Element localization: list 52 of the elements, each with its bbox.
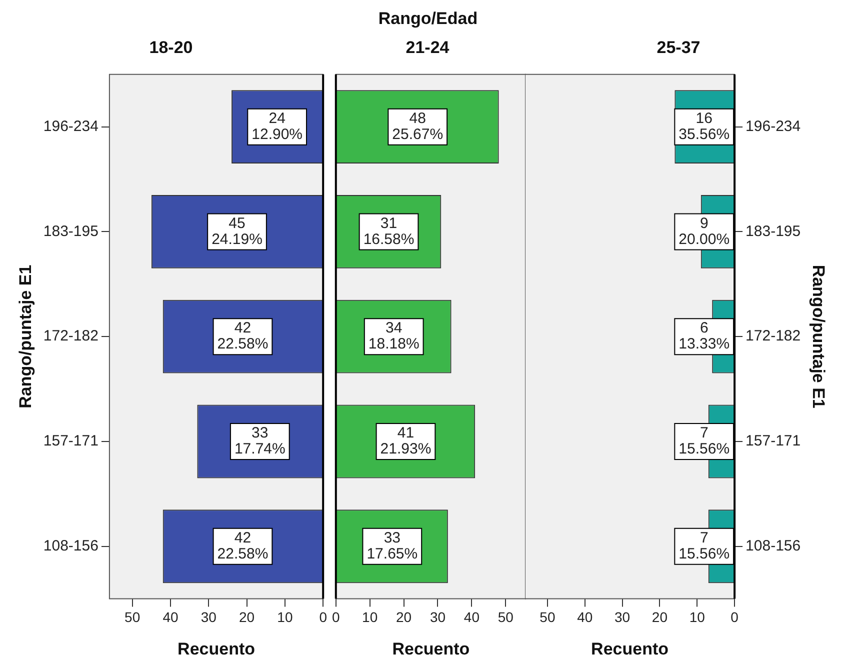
data-label: 42 22.58% [217,530,268,562]
x-tick-label: 10 [362,609,378,626]
x-axis-title: Recuento [178,639,256,658]
x-tick-label: 10 [689,609,706,626]
data-label: 34 18.18% [368,320,420,353]
y-tick-label: 183-195 [746,222,801,240]
data-label: 7 15.56% [678,530,730,562]
x-tick-label: 40 [577,609,593,626]
x-tick-label: 30 [614,609,630,626]
y-axis-title: Rango/puntaje E1 [16,264,35,408]
x-axis-title: Recuento [392,639,470,658]
y-tick-label: 157-171 [746,432,801,450]
data-label: 6 13.33% [678,320,730,353]
chart-subtitle: 21-24 [406,38,450,57]
data-label: 41 21.93% [380,424,432,458]
data-label: 9 20.00% [678,214,730,248]
x-tick-label: 20 [239,609,255,626]
x-tick-label: 30 [200,609,217,626]
x-tick-label: 0 [730,609,739,626]
y-tick-label: 108-156 [43,538,98,554]
y-tick-label: 196-234 [746,118,801,135]
x-tick-label: 40 [464,609,480,626]
x-tick-label: 40 [162,609,178,626]
y-tick-label: 157-171 [43,432,98,450]
chart-title: Rango/Edad [377,8,479,30]
x-tick-label: 20 [396,609,412,626]
chart-subtitle: 18-20 [149,38,193,57]
x-tick-label: 10 [277,609,293,626]
data-label: 48 25.67% [392,110,444,143]
x-tick-label: 0 [319,609,328,626]
y2-axis-title: Rango/puntaje E1 [809,264,828,408]
data-label: 7 15.56% [678,424,730,458]
data-label: 42 22.58% [217,320,268,353]
x-tick-label: 50 [498,609,514,626]
data-label: 33 17.65% [366,530,418,562]
data-label: 24 12.90% [252,110,303,143]
data-label: 45 24.19% [212,214,262,248]
y-tick-label: 108-156 [746,538,801,554]
data-label: 33 17.74% [234,424,286,458]
x-tick-label: 50 [124,609,140,626]
x-tick-label: 0 [332,609,340,626]
x-axis-title: Recuento [591,639,669,658]
y-tick-label: 183-195 [43,222,98,240]
data-label: 16 35.56% [678,110,730,143]
x-tick-label: 30 [430,609,446,626]
y-tick-label: 172-182 [43,328,98,345]
y-tick-label: 172-182 [746,328,801,345]
x-tick-label: 50 [540,609,556,626]
chart-subtitle: 25-37 [656,38,700,57]
data-label: 31 16.58% [363,214,414,248]
x-tick-label: 20 [652,609,668,626]
y-tick-label: 196-234 [43,118,98,135]
